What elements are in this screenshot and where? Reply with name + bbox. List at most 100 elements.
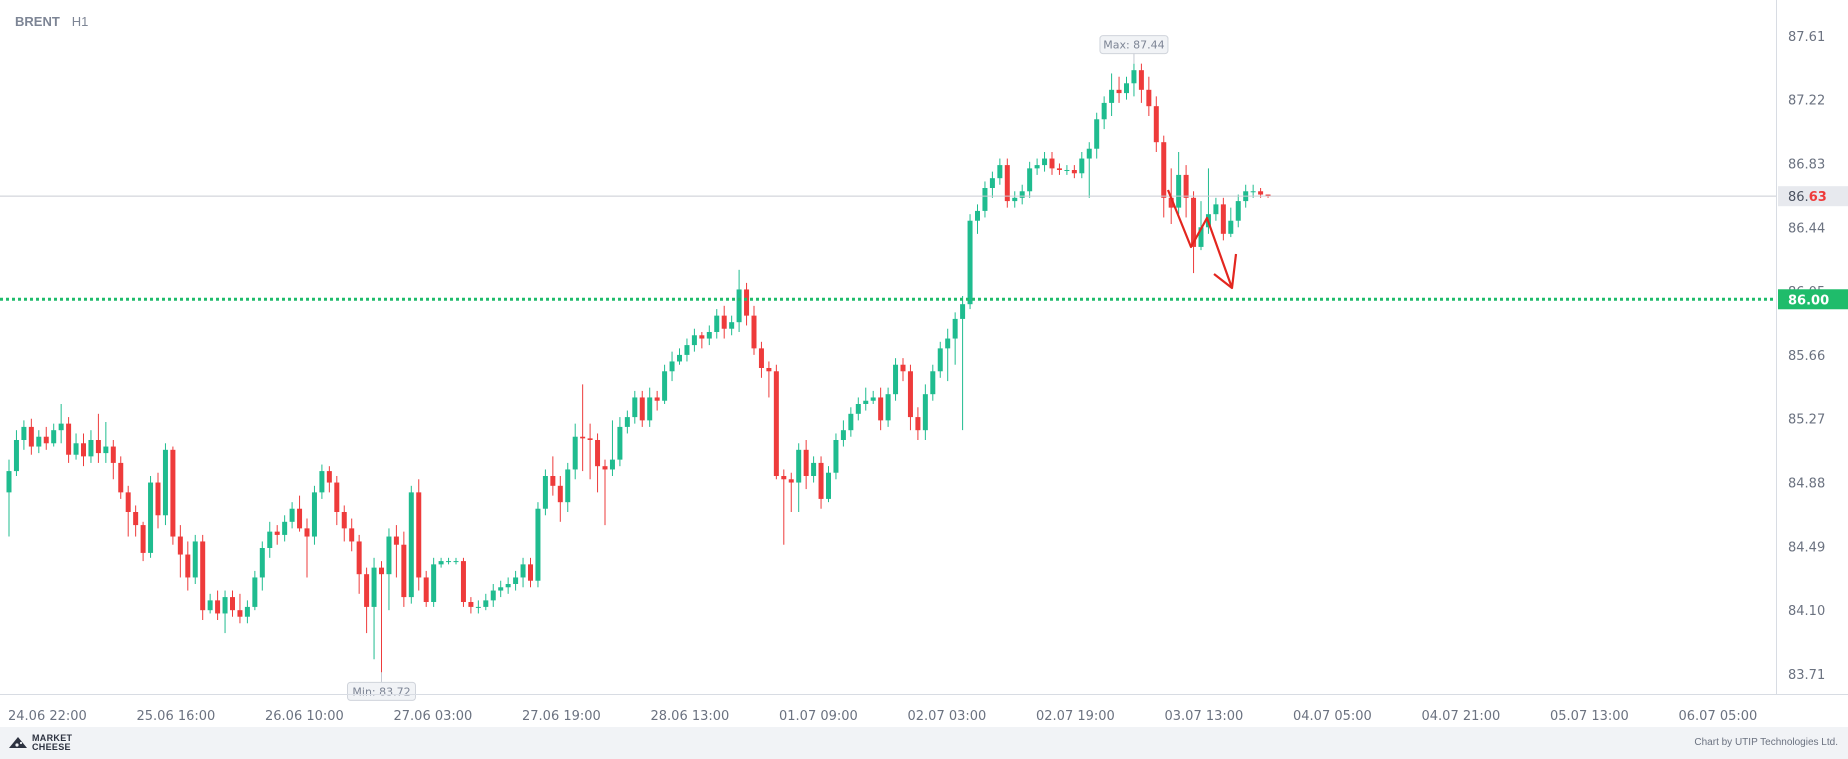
min-label-text: Min: 83.72 bbox=[352, 685, 410, 698]
candle bbox=[408, 485, 414, 604]
candle bbox=[364, 567, 370, 634]
candle-body bbox=[565, 469, 571, 503]
candle-body bbox=[341, 512, 347, 529]
candle-body bbox=[1049, 158, 1055, 169]
candle bbox=[289, 502, 295, 529]
candle bbox=[684, 338, 690, 362]
candle bbox=[386, 528, 392, 611]
candle-body bbox=[773, 371, 779, 476]
candle bbox=[535, 502, 541, 588]
candle bbox=[304, 518, 310, 578]
candle bbox=[1191, 191, 1197, 274]
candle bbox=[371, 557, 377, 660]
candle-body bbox=[326, 471, 332, 483]
candle bbox=[855, 397, 861, 421]
candle bbox=[952, 312, 958, 365]
candle-body bbox=[170, 449, 176, 537]
candle-body bbox=[364, 574, 370, 607]
candle bbox=[274, 525, 280, 545]
candle-body bbox=[967, 220, 973, 305]
candle bbox=[1004, 158, 1010, 208]
time-tick-label: 24.06 22:00 bbox=[8, 709, 87, 724]
candle-body bbox=[557, 485, 563, 503]
candle-body bbox=[915, 417, 921, 431]
candle bbox=[1071, 165, 1077, 179]
candle bbox=[699, 332, 705, 349]
candle-body bbox=[13, 440, 19, 472]
candle bbox=[207, 593, 213, 614]
candle-body bbox=[401, 544, 407, 598]
timeframe-label[interactable]: H1 bbox=[71, 14, 89, 29]
candle bbox=[930, 364, 936, 401]
candle-body bbox=[930, 371, 936, 395]
candle-body bbox=[937, 348, 943, 372]
candle-body bbox=[483, 600, 489, 607]
candle bbox=[1198, 201, 1204, 251]
candle-body bbox=[356, 541, 362, 575]
candle-body bbox=[1116, 89, 1122, 94]
candle-body bbox=[304, 528, 310, 537]
candle-body bbox=[237, 610, 243, 617]
candle bbox=[960, 296, 966, 431]
candle-body bbox=[677, 354, 682, 362]
candle-body bbox=[580, 436, 586, 439]
target-level-tag bbox=[1778, 289, 1848, 310]
candle-body bbox=[662, 371, 668, 401]
candle bbox=[297, 495, 303, 532]
candle bbox=[639, 390, 645, 427]
candle-body bbox=[572, 436, 578, 470]
candle-body bbox=[349, 528, 355, 542]
candle-body bbox=[282, 521, 288, 535]
candle-body bbox=[1124, 83, 1129, 94]
candle-body bbox=[1138, 70, 1144, 90]
candle bbox=[505, 577, 511, 594]
current-price-label: 86.63 bbox=[1788, 190, 1827, 205]
candle bbox=[319, 464, 325, 499]
candle-body bbox=[602, 466, 608, 470]
candle-body bbox=[43, 436, 49, 444]
candle-body bbox=[1198, 227, 1204, 247]
candle bbox=[848, 407, 854, 437]
candle bbox=[1161, 135, 1167, 218]
time-tick-label: 28.06 13:00 bbox=[651, 709, 730, 724]
candle-body bbox=[699, 335, 705, 339]
candle bbox=[1220, 197, 1226, 241]
candle-body bbox=[267, 531, 273, 548]
candle-body bbox=[669, 361, 675, 372]
candle-body bbox=[58, 423, 64, 431]
candle-body bbox=[766, 368, 772, 372]
candle-body bbox=[28, 426, 34, 447]
candle-body bbox=[297, 508, 303, 529]
candle bbox=[446, 557, 452, 565]
candle bbox=[677, 348, 682, 365]
candle bbox=[1116, 76, 1122, 103]
candle bbox=[647, 387, 653, 427]
candle bbox=[66, 417, 72, 463]
price-tick-label: 85.27 bbox=[1788, 413, 1825, 428]
candle-body bbox=[952, 318, 958, 339]
candle bbox=[788, 472, 794, 512]
candle-body bbox=[1101, 102, 1107, 120]
candle-body bbox=[781, 476, 787, 480]
candle bbox=[706, 325, 712, 346]
max-label-text: Max: 87.44 bbox=[1103, 39, 1164, 52]
candle-body bbox=[1042, 158, 1048, 166]
forecast-arrow-path bbox=[1166, 189, 1234, 289]
candle bbox=[282, 515, 288, 542]
candle bbox=[1019, 184, 1025, 205]
candle-body bbox=[259, 548, 265, 578]
candle-body bbox=[207, 600, 213, 611]
candle bbox=[1056, 163, 1062, 175]
price-tick-label: 84.88 bbox=[1788, 477, 1825, 492]
candle-body bbox=[162, 449, 168, 516]
candle bbox=[1228, 207, 1234, 238]
candle bbox=[587, 423, 593, 480]
current-price-tag bbox=[1778, 186, 1848, 207]
candle-body bbox=[848, 413, 854, 431]
candle bbox=[170, 446, 176, 545]
candle-body bbox=[587, 438, 593, 440]
candle-body bbox=[870, 397, 876, 401]
candle bbox=[893, 358, 899, 401]
price-chart[interactable]: Max: 87.44 Min: 83.72 87.61 87.22 86.83 86.4… bbox=[0, 0, 1848, 727]
candle-body bbox=[1086, 148, 1092, 159]
